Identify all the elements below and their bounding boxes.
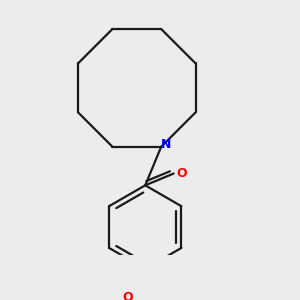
Text: N: N (161, 139, 172, 152)
Text: O: O (176, 167, 187, 180)
Text: O: O (122, 291, 133, 300)
